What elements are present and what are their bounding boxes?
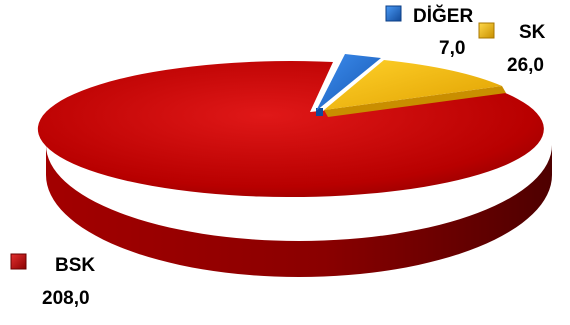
legend-marker-diger [385,5,402,22]
slice-diger-side [316,108,323,116]
label-bsk-name: BSK [55,255,95,276]
label-diger: DİĞER 7,0 [385,5,473,59]
label-bsk: BSK 208,0 [10,253,95,309]
legend-marker-bsk [10,253,27,270]
slice-diger [316,54,381,116]
legend-marker-sk [478,22,495,39]
slice-sk [324,60,506,117]
label-bsk-value: 208,0 [42,288,90,309]
slice-diger-top [316,54,381,111]
label-sk-value: 26,0 [507,55,544,76]
label-sk-name: SK [519,22,546,43]
slice-bsk-top [37,61,544,198]
slice-sk-top [324,60,502,110]
slice-bsk [37,61,552,277]
label-sk: SK 26,0 [478,22,546,76]
label-diger-name: DİĞER [413,5,473,27]
slice-sk-side [324,86,506,117]
slice-bsk-side [46,145,552,277]
label-diger-value: 7,0 [439,38,465,59]
